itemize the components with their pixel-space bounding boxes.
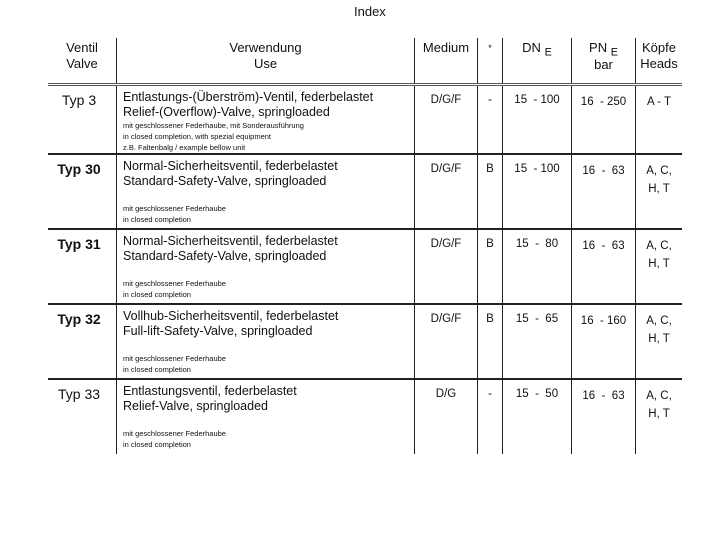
use-cell: Normal-Sicherheitsventil, federbelastet S… <box>116 153 415 229</box>
use-de: Entlastungsventil, federbelastet <box>123 384 297 398</box>
note-line: in closed completion <box>123 440 191 449</box>
header-use-de: Verwendung <box>229 40 302 55</box>
heads-cell: A, C, H, T <box>635 228 682 304</box>
header-valve-en: Valve <box>66 56 98 71</box>
heads-line: H, T <box>648 333 670 345</box>
valve-type: Typ 3 <box>61 92 97 108</box>
medium-cell: D/G/F <box>414 303 478 379</box>
heads-line: A, C, <box>646 315 672 327</box>
table-row: Typ 31 Normal-Sicherheitsventil, federbe… <box>48 228 682 304</box>
valve-type: Typ 33 <box>48 378 117 454</box>
star-cell: B <box>477 228 503 304</box>
note-line: in closed completion <box>123 290 191 299</box>
use-en: Full-lift-Safety-Valve, springloaded <box>123 324 313 338</box>
medium-cell: D/G <box>414 378 478 454</box>
heads-line: H, T <box>648 183 670 195</box>
heads-line: A, C, <box>646 240 672 252</box>
valve-index-table: Ventil Valve Verwendung Use Medium * DN E … <box>48 38 682 454</box>
dn-cell: 15 - 100 <box>502 153 572 229</box>
use-de: Entlastungs-(Überström)-Ventil, federbel… <box>123 90 374 104</box>
note-line: mit geschlossener Federhaube <box>123 204 226 213</box>
use-cell: Normal-Sicherheitsventil, federbelastet S… <box>116 228 415 304</box>
pn-cell: 16 - 63 <box>571 378 636 454</box>
pn-cell: 16 - 63 <box>571 228 636 304</box>
table-row: Typ 32 Vollhub-Sicherheitsventil, federb… <box>48 303 682 379</box>
use-cell: Entlastungsventil, federbelastet Relief-V… <box>116 378 415 454</box>
use-cell: Entlastungs-(Überström)-Ventil, federbel… <box>116 84 415 154</box>
star-cell: B <box>477 303 503 379</box>
star-cell: - <box>477 84 503 154</box>
header-medium: Medium <box>414 38 478 86</box>
heads-line: A, C, <box>646 165 672 177</box>
table-row: Typ 30 Normal-Sicherheitsventil, federbe… <box>48 153 682 229</box>
page-title: Index <box>354 4 386 19</box>
medium-cell: D/G/F <box>414 84 478 154</box>
header-pn-sub: E <box>610 46 618 59</box>
header-heads: Köpfe Heads <box>635 38 682 86</box>
use-de: Normal-Sicherheitsventil, federbelastet <box>123 234 338 248</box>
dn-cell: 15 - 65 <box>502 303 572 379</box>
heads-line: A, C, <box>646 390 672 402</box>
use-de: Normal-Sicherheitsventil, federbelastet <box>123 159 338 173</box>
header-star: * <box>477 38 503 86</box>
header-valve: Ventil Valve <box>48 38 117 86</box>
note-line: mit geschlossener Federhaube, mit Sonder… <box>123 121 304 130</box>
note-line: mit geschlossener Federhaube <box>123 354 226 363</box>
heads-cell: A, C, H, T <box>635 303 682 379</box>
star-cell: B <box>477 153 503 229</box>
medium-cell: D/G/F <box>414 153 478 229</box>
note-line: mit geschlossener Federhaube <box>123 429 226 438</box>
note-line: in closed completion <box>123 365 191 374</box>
heads-cell: A, C, H, T <box>635 153 682 229</box>
star-cell: - <box>477 378 503 454</box>
medium-cell: D/G/F <box>414 228 478 304</box>
header-valve-de: Ventil <box>66 40 98 55</box>
use-de: Vollhub-Sicherheitsventil, federbelastet <box>123 309 339 323</box>
header-pn-unit: bar <box>594 56 613 72</box>
use-en: Standard-Safety-Valve, springloaded <box>123 249 327 263</box>
header-dn: DN E <box>502 38 572 86</box>
note-line: z.B. Faltenbalg / example bellow unit <box>123 143 246 152</box>
table-row: Typ 3 Entlastungs-(Überström)-Ventil, fe… <box>48 84 682 154</box>
header-use-en: Use <box>253 56 278 71</box>
dn-cell: 15 - 100 <box>502 84 572 154</box>
header-heads-en: Heads <box>640 56 678 71</box>
heads-line: H, T <box>648 258 670 270</box>
heads-line: H, T <box>648 408 670 420</box>
use-cell: Vollhub-Sicherheitsventil, federbelastet… <box>116 303 415 379</box>
header-pn-label: PN <box>589 40 608 55</box>
heads-line: A - T <box>646 96 672 108</box>
note-line: in closed completion <box>123 215 191 224</box>
valve-type: Typ 32 <box>48 303 117 379</box>
valve-type: Typ 30 <box>48 153 117 229</box>
valve-type: Typ 31 <box>48 228 117 304</box>
header-heads-de: Köpfe <box>642 40 676 55</box>
header-use: Verwendung Use <box>116 38 415 86</box>
use-en: Relief-(Overflow)-Valve, springloaded <box>123 105 330 119</box>
header-row: Ventil Valve Verwendung Use Medium * DN E … <box>48 38 682 86</box>
note-line: mit geschlossener Federhaube <box>123 279 226 288</box>
dn-cell: 15 - 50 <box>502 378 572 454</box>
dn-cell: 15 - 80 <box>502 228 572 304</box>
use-en: Standard-Safety-Valve, springloaded <box>123 174 327 188</box>
pn-cell: 16 - 250 <box>571 84 636 154</box>
table-row: Typ 33 Entlastungsventil, federbelastet R… <box>48 378 682 454</box>
header-dn-label: DN <box>522 40 541 55</box>
heads-cell: A, C, H, T <box>635 378 682 454</box>
header-dn-sub: E <box>544 46 552 59</box>
pn-cell: 16 - 160 <box>571 303 636 379</box>
pn-cell: 16 - 63 <box>571 153 636 229</box>
heads-cell: A - T <box>635 84 682 154</box>
use-en: Relief-Valve, springloaded <box>123 399 268 413</box>
note-line: in closed completion, with spezial equip… <box>123 132 271 141</box>
